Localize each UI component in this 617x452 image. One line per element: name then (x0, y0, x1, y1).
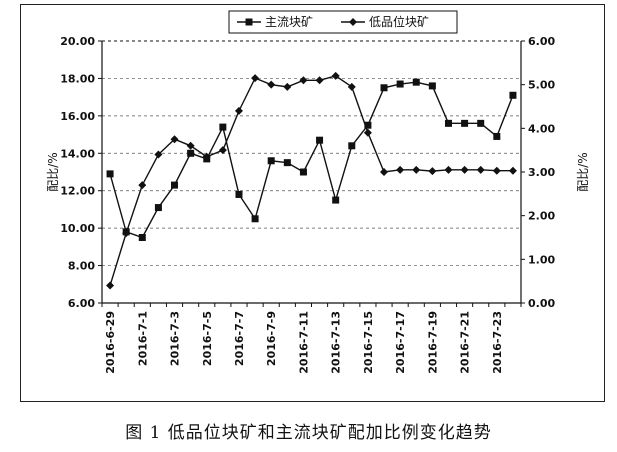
data-point-mainstream (396, 80, 404, 88)
data-point-low-grade (283, 82, 292, 91)
data-point-low-grade (267, 80, 276, 89)
data-point-low-grade (428, 167, 437, 176)
data-point-mainstream (380, 84, 388, 92)
data-point-mainstream (364, 121, 372, 129)
x-tick-label: 2016-6-29 (104, 311, 117, 374)
data-point-low-grade (396, 165, 405, 174)
x-tick-label: 2016-7-5 (201, 311, 214, 366)
data-point-mainstream (138, 234, 146, 241)
left-tick-label: 10.00 (60, 222, 95, 235)
data-point-low-grade (122, 229, 131, 238)
data-point-low-grade (154, 150, 163, 159)
x-tick-label: 2016-7-23 (491, 311, 504, 374)
right-tick-label: 6.00 (528, 35, 555, 48)
data-point-mainstream (235, 190, 243, 198)
data-point-low-grade (492, 166, 501, 175)
chart-frame: 6.00 8.00 10.00 12.00 14.00 16.00 18.00 20.00 0.… (20, 4, 605, 402)
right-tick-label: 4.00 (528, 122, 555, 135)
left-tick-label: 14.00 (60, 147, 95, 160)
chart-svg: 6.00 8.00 10.00 12.00 14.00 16.00 18.00 20.00 0.… (46, 10, 590, 374)
series-line-mainstream (109, 81, 514, 239)
legend-label-mainstream: 主流块矿 (265, 15, 313, 29)
data-point-low-grade (508, 166, 517, 175)
data-point-low-grade (412, 165, 421, 174)
figure-caption: 图 1 低品位块矿和主流块矿配加比例变化趋势 (125, 423, 492, 443)
right-tick-label: 2.00 (528, 210, 555, 223)
data-point-low-grade (299, 76, 308, 85)
data-point-mainstream (187, 149, 195, 157)
data-point-low-grade (460, 165, 469, 174)
data-point-low-grade (251, 74, 260, 83)
y-axis-right-title: 配比/% (576, 152, 590, 191)
data-point-low-grade (138, 181, 147, 190)
left-tick-label: 16.00 (60, 110, 95, 123)
data-point-mainstream (332, 196, 340, 204)
data-point-low-grade (218, 146, 227, 155)
left-tick-label: 18.00 (60, 72, 95, 85)
data-point-mainstream (461, 119, 469, 127)
x-tick-label: 2016-7-13 (330, 311, 343, 374)
data-point-mainstream (267, 157, 275, 165)
right-tick-label: 1.00 (528, 253, 555, 266)
data-point-low-grade (347, 82, 356, 91)
x-tick-label: 2016-7-15 (362, 311, 375, 374)
data-point-low-grade (444, 165, 453, 174)
x-tick-label: 2016-7-17 (394, 311, 407, 374)
data-point-mainstream (171, 181, 179, 189)
data-point-mainstream (219, 123, 227, 131)
left-tick-label: 20.00 (60, 35, 95, 48)
x-tick-label: 2016-7-9 (265, 311, 278, 366)
data-point-low-grade (363, 128, 372, 137)
data-point-low-grade (331, 71, 340, 80)
right-tick-label: 5.00 (528, 79, 555, 92)
data-point-mainstream (444, 119, 452, 127)
x-tick-label: 2016-7-7 (233, 311, 246, 366)
x-tick-label: 2016-7-19 (426, 311, 439, 374)
legend-marker-low-grade (349, 18, 357, 26)
x-tick-label: 2016-7-1 (136, 311, 149, 366)
data-point-mainstream (251, 215, 259, 223)
data-point-mainstream (412, 78, 420, 86)
data-point-mainstream (348, 142, 356, 150)
y-axis-left-title: 配比/% (46, 152, 60, 191)
right-tick-label: 3.00 (528, 166, 555, 179)
right-tick-label: 0.00 (528, 297, 555, 310)
data-point-mainstream (154, 204, 162, 212)
data-point-mainstream (283, 159, 291, 167)
data-point-low-grade (476, 165, 485, 174)
data-point-mainstream (509, 91, 517, 99)
left-tick-label: 12.00 (60, 185, 95, 198)
data-point-low-grade (186, 141, 195, 150)
data-point-mainstream (493, 132, 501, 140)
data-point-mainstream (316, 136, 324, 144)
legend-label-low-grade: 低品位块矿 (369, 14, 429, 29)
data-point-mainstream (106, 170, 114, 178)
data-point-low-grade (106, 281, 115, 290)
x-tick-label: 2016-7-3 (169, 311, 182, 366)
legend-marker-mainstream (245, 18, 253, 26)
x-tick-label: 2016-7-21 (459, 311, 472, 374)
data-point-low-grade (315, 76, 324, 85)
data-point-mainstream (477, 119, 485, 127)
data-point-mainstream (428, 82, 436, 90)
data-point-mainstream (299, 168, 307, 176)
series-line-low-grade (109, 75, 513, 286)
data-point-low-grade (380, 168, 389, 176)
x-tick-label: 2016-7-11 (297, 311, 310, 374)
data-point-low-grade (170, 135, 179, 144)
data-point-low-grade (202, 152, 211, 161)
left-tick-label: 6.00 (68, 297, 95, 310)
data-point-low-grade (234, 106, 243, 115)
left-tick-label: 8.00 (68, 260, 95, 273)
